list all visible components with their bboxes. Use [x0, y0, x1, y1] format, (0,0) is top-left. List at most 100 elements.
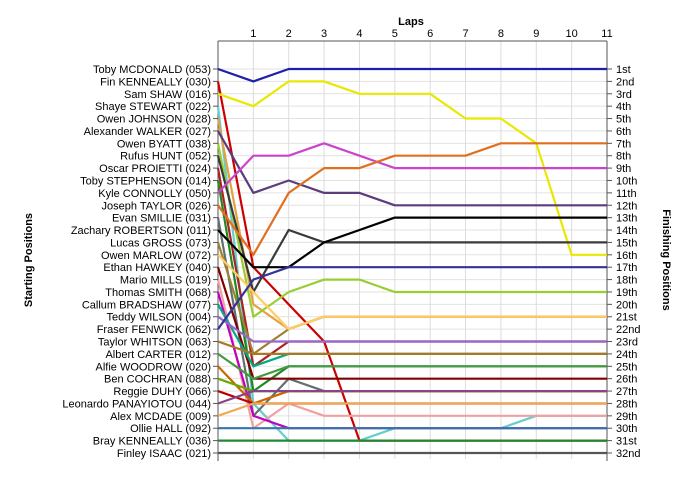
starting-position-label: Ethan HAWKEY (040)	[103, 262, 211, 274]
lap-tick-label: 11	[601, 28, 612, 40]
finishing-position-labels: 1st2nd3rd4th5th6th7th8th9th10th11th12th1…	[607, 64, 640, 460]
starting-position-label: Fraser FENWICK (062)	[97, 324, 211, 336]
driver-line	[217, 216, 607, 269]
finishing-position-label: 5th	[616, 114, 631, 126]
finishing-position-label: 32nd	[616, 448, 640, 460]
driver-line	[216, 291, 607, 430]
driver-line	[216, 118, 607, 331]
driver-line	[217, 80, 607, 256]
starting-position-label: Alfie WOODROW (020)	[95, 361, 211, 373]
starting-position-label: Taylor WHITSON (063)	[98, 337, 211, 349]
starting-position-label: Reggie DUHY (066)	[113, 386, 211, 398]
lap-tick-labels: 1 2 3 4 5 6 7 8 9 10 11	[250, 28, 612, 40]
starting-position-label: Fin KENNEALLY (030)	[100, 76, 211, 88]
starting-position-label: Ben COCHRAN (088)	[104, 374, 211, 386]
starting-position-label: Owen JOHNSON (028)	[97, 114, 211, 126]
finishing-position-label: 31st	[616, 436, 637, 448]
position-lines	[216, 67, 607, 455]
finishing-position-label: 25th	[616, 361, 637, 373]
driver-line	[217, 390, 607, 405]
starting-position-label: Shaye STEWART (022)	[95, 101, 211, 113]
finishing-position-label: 7th	[616, 138, 631, 150]
starting-position-label: Finley ISAAC (021)	[117, 448, 211, 460]
driver-line	[217, 303, 607, 368]
driver-line	[216, 279, 607, 430]
finishing-position-label: 21st	[616, 312, 637, 324]
finishing-position-label: 18th	[616, 275, 637, 287]
finishing-position-label: 28th	[616, 398, 637, 410]
y-axis-title-left: Starting Positions	[23, 213, 35, 307]
starting-position-label: Owen MARLOW (072)	[101, 250, 211, 262]
finishing-position-label: 15th	[616, 237, 637, 249]
starting-position-label: Lucas GROSS (073)	[110, 237, 211, 249]
finishing-position-label: 30th	[616, 423, 637, 435]
finishing-position-label: 14th	[616, 225, 637, 237]
finishing-position-label: 26th	[616, 374, 637, 386]
finishing-position-label: 10th	[616, 175, 637, 187]
lap-tick-label: 10	[566, 28, 578, 40]
finishing-position-label: 1st	[616, 64, 631, 76]
starting-position-label: Alexander WALKER (027)	[84, 126, 211, 138]
driver-line	[217, 130, 607, 207]
finishing-position-label: 24th	[616, 349, 637, 361]
driver-line	[217, 254, 607, 331]
finishing-position-label: 2nd	[616, 76, 634, 88]
starting-position-label: Leonardo PANAYIOTOU (044)	[62, 398, 211, 410]
driver-line	[217, 402, 607, 417]
finishing-position-label: 4th	[616, 101, 631, 113]
starting-position-label: Alex MCDADE (009)	[110, 411, 211, 423]
x-axis-title: Laps	[398, 16, 424, 28]
lap-tick-label: 8	[498, 28, 504, 40]
driver-line	[217, 315, 607, 343]
y-axis-title-right: Finishing Positions	[660, 209, 672, 310]
starting-position-label: Ollie HALL (092)	[130, 423, 211, 435]
finishing-position-label: 19th	[616, 287, 637, 299]
lap-tick-label: 9	[533, 28, 539, 40]
lap-tick-label: 1	[250, 28, 256, 40]
finishing-position-label: 17th	[616, 262, 637, 274]
lap-tick-label: 2	[286, 28, 292, 40]
finishing-position-label: 12th	[616, 200, 637, 212]
driver-line	[216, 266, 607, 380]
finishing-position-label: 27th	[616, 386, 637, 398]
starting-position-label: Evan SMILLIE (031)	[112, 213, 211, 225]
finishing-position-label: 23rd	[616, 337, 638, 349]
driver-line	[217, 142, 607, 256]
finishing-position-label: 3rd	[616, 89, 632, 101]
starting-position-label: Zachary ROBERTSON (011)	[71, 225, 211, 237]
starting-position-label: Mario MILLS (019)	[120, 275, 211, 287]
driver-line	[217, 352, 607, 380]
starting-position-label: Joseph TAYLOR (026)	[102, 200, 211, 212]
finishing-position-label: 16th	[616, 250, 637, 262]
starting-position-label: Toby STEPHENSON (014)	[80, 175, 211, 187]
lap-tick-label: 5	[392, 28, 398, 40]
starting-position-label: Owen BYATT (038)	[117, 138, 211, 150]
finishing-position-label: 22nd	[616, 324, 640, 336]
starting-position-label: Teddy WILSON (004)	[106, 312, 211, 324]
driver-line	[216, 180, 607, 393]
starting-position-label: Bray KENNEALLY (036)	[93, 436, 211, 448]
lap-tick-label: 4	[356, 28, 362, 40]
driver-line	[216, 143, 607, 318]
starting-position-label: Toby MCDONALD (053)	[93, 64, 211, 76]
finishing-position-label: 13th	[616, 213, 637, 225]
starting-position-label: Albert CARTER (012)	[105, 349, 211, 361]
driver-line	[217, 67, 607, 83]
starting-position-label: Thomas SMITH (068)	[105, 287, 211, 299]
starting-position-label: Oscar PROIETTI (024)	[99, 163, 211, 175]
driver-line	[217, 340, 607, 355]
driver-line	[217, 142, 607, 194]
driver-line	[216, 81, 607, 442]
driver-line	[217, 365, 607, 405]
finishing-position-label: 20th	[616, 299, 637, 311]
driver-line	[216, 155, 607, 294]
starting-position-label: Callum BRADSHAW (077)	[82, 299, 211, 311]
lap-tick-label: 6	[427, 28, 433, 40]
finishing-position-label: 8th	[616, 151, 631, 163]
starting-position-label: Sam SHAW (016)	[124, 89, 211, 101]
driver-line	[217, 266, 607, 330]
finishing-position-label: 11th	[616, 188, 637, 200]
finishing-position-label: 9th	[616, 163, 631, 175]
lap-tick-label: 7	[462, 28, 468, 40]
